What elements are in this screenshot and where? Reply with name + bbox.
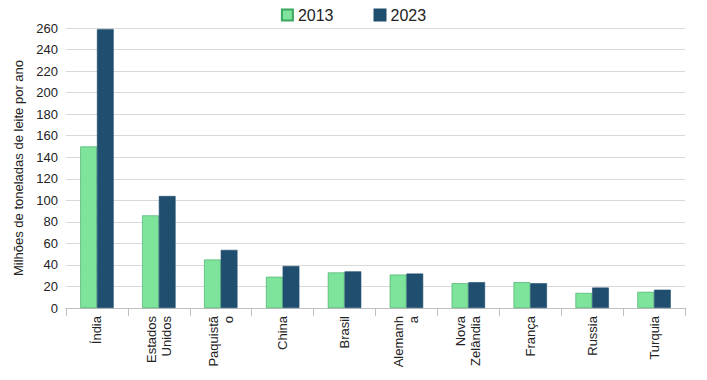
svg-text:2013: 2013 bbox=[298, 7, 334, 24]
svg-text:Zelândia: Zelândia bbox=[468, 315, 483, 366]
svg-text:40: 40 bbox=[44, 257, 58, 272]
svg-text:Alemanh: Alemanh bbox=[391, 316, 406, 367]
svg-text:140: 140 bbox=[36, 150, 58, 165]
svg-text:França: França bbox=[523, 315, 538, 356]
svg-text:China: China bbox=[275, 315, 290, 350]
svg-text:Estados: Estados bbox=[144, 316, 159, 363]
svg-text:Unidos: Unidos bbox=[159, 316, 174, 357]
svg-text:Paquistã: Paquistã bbox=[206, 315, 221, 366]
svg-text:Brasil: Brasil bbox=[337, 316, 352, 349]
svg-text:Russia: Russia bbox=[585, 315, 600, 356]
svg-text:220: 220 bbox=[36, 64, 58, 79]
svg-text:a: a bbox=[406, 315, 421, 323]
svg-text:Turquia: Turquia bbox=[647, 315, 662, 359]
svg-text:80: 80 bbox=[44, 214, 58, 229]
svg-text:240: 240 bbox=[36, 42, 58, 57]
svg-text:260: 260 bbox=[36, 21, 58, 36]
svg-text:160: 160 bbox=[36, 128, 58, 143]
svg-text:Nova: Nova bbox=[453, 315, 468, 346]
svg-text:60: 60 bbox=[44, 236, 58, 251]
svg-text:200: 200 bbox=[36, 85, 58, 100]
svg-text:100: 100 bbox=[36, 193, 58, 208]
svg-text:180: 180 bbox=[36, 107, 58, 122]
svg-text:20: 20 bbox=[44, 279, 58, 294]
svg-text:120: 120 bbox=[36, 171, 58, 186]
svg-text:Índia: Índia bbox=[89, 315, 104, 344]
svg-text:2023: 2023 bbox=[391, 7, 427, 24]
svg-text:Milhões de toneladas de leite: Milhões de toneladas de leite por ano bbox=[11, 60, 26, 276]
svg-text:o: o bbox=[221, 316, 236, 323]
svg-text:0: 0 bbox=[51, 301, 58, 316]
